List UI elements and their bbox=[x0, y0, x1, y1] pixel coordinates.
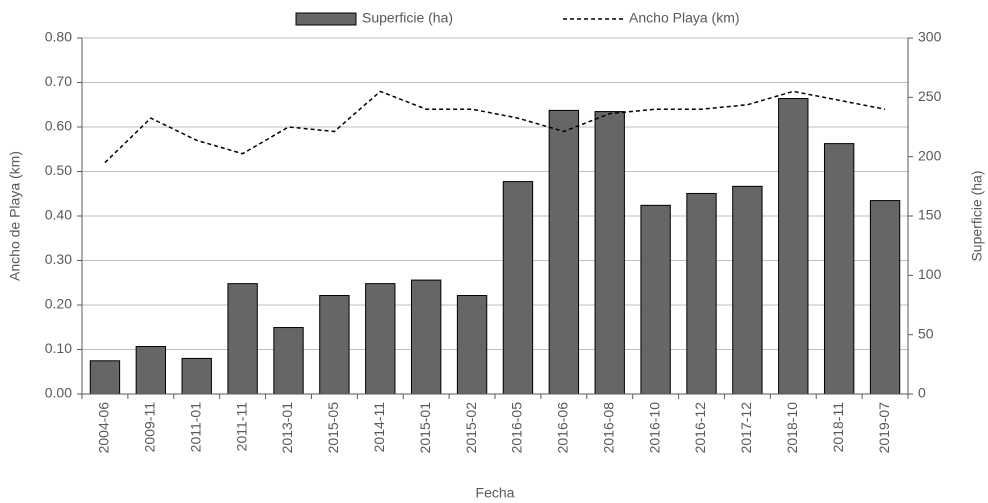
x-tick-label: 2015-05 bbox=[325, 402, 341, 454]
y-tick-label: 0.80 bbox=[45, 29, 72, 45]
bar bbox=[365, 283, 396, 395]
x-tick-label: 2016-10 bbox=[646, 402, 662, 454]
x-tick-label: 2011-11 bbox=[233, 402, 249, 452]
bar bbox=[135, 346, 167, 395]
y-tick-label: 0.40 bbox=[45, 207, 72, 223]
x-tick-label: 2016-06 bbox=[555, 402, 571, 454]
x-tick-label: 2017-12 bbox=[738, 402, 754, 454]
y-tick-label: 0.00 bbox=[45, 385, 72, 401]
x-tick-label: 2004-06 bbox=[96, 402, 112, 454]
y2-tick-label: 250 bbox=[918, 88, 942, 104]
bar bbox=[640, 204, 671, 395]
bar bbox=[732, 185, 763, 395]
legend-swatch bbox=[295, 12, 357, 26]
x-tick-label: 2016-12 bbox=[692, 402, 708, 454]
y2-tick-label: 0 bbox=[918, 385, 926, 401]
y2-tick-label: 100 bbox=[918, 266, 942, 282]
bar bbox=[778, 98, 809, 395]
x-tick-label: 2014-11 bbox=[371, 402, 387, 453]
y-tick-label: 0.10 bbox=[45, 340, 72, 356]
bar bbox=[548, 109, 580, 395]
x-tick-label: 2019-07 bbox=[876, 402, 892, 454]
y-tick-label: 0.70 bbox=[45, 73, 72, 89]
x-tick-label: 2011-01 bbox=[187, 402, 203, 453]
x-tick-label: 2009-11 bbox=[142, 402, 158, 453]
y-axis-title: Ancho de Playa (km) bbox=[7, 151, 23, 281]
y-tick-label: 0.30 bbox=[45, 251, 72, 267]
y2-tick-label: 150 bbox=[918, 207, 942, 223]
x-axis-title: Fecha bbox=[476, 485, 515, 501]
bar bbox=[502, 181, 534, 395]
x-tick-label: 2018-11 bbox=[830, 402, 846, 453]
x-tick-label: 2016-08 bbox=[600, 402, 616, 454]
x-tick-label: 2013-01 bbox=[279, 402, 295, 454]
y-tick-label: 0.50 bbox=[45, 162, 72, 178]
bar bbox=[319, 295, 350, 395]
y-tick-label: 0.60 bbox=[45, 118, 72, 134]
bar bbox=[227, 283, 258, 395]
x-tick-label: 2015-01 bbox=[417, 402, 433, 454]
bar bbox=[456, 295, 488, 395]
bar bbox=[89, 360, 121, 395]
bar bbox=[410, 279, 442, 395]
y2-tick-label: 300 bbox=[918, 29, 942, 45]
x-tick-label: 2018-10 bbox=[784, 402, 800, 454]
legend-label: Ancho Playa (km) bbox=[629, 10, 739, 26]
legend-label: Superficie (ha) bbox=[362, 10, 453, 26]
bar bbox=[273, 327, 304, 395]
y2-tick-label: 200 bbox=[918, 147, 942, 163]
line bbox=[104, 90, 886, 164]
x-tick-label: 2015-02 bbox=[463, 402, 479, 454]
bar bbox=[181, 357, 212, 395]
x-tick-label: 2016-05 bbox=[509, 402, 525, 454]
bar bbox=[594, 111, 625, 395]
y2-tick-label: 50 bbox=[918, 325, 934, 341]
bar bbox=[686, 192, 717, 395]
y2-axis-title: Superficie (ha) bbox=[969, 170, 985, 261]
bar bbox=[869, 200, 901, 395]
y-tick-label: 0.20 bbox=[45, 296, 72, 312]
bar bbox=[823, 143, 855, 395]
